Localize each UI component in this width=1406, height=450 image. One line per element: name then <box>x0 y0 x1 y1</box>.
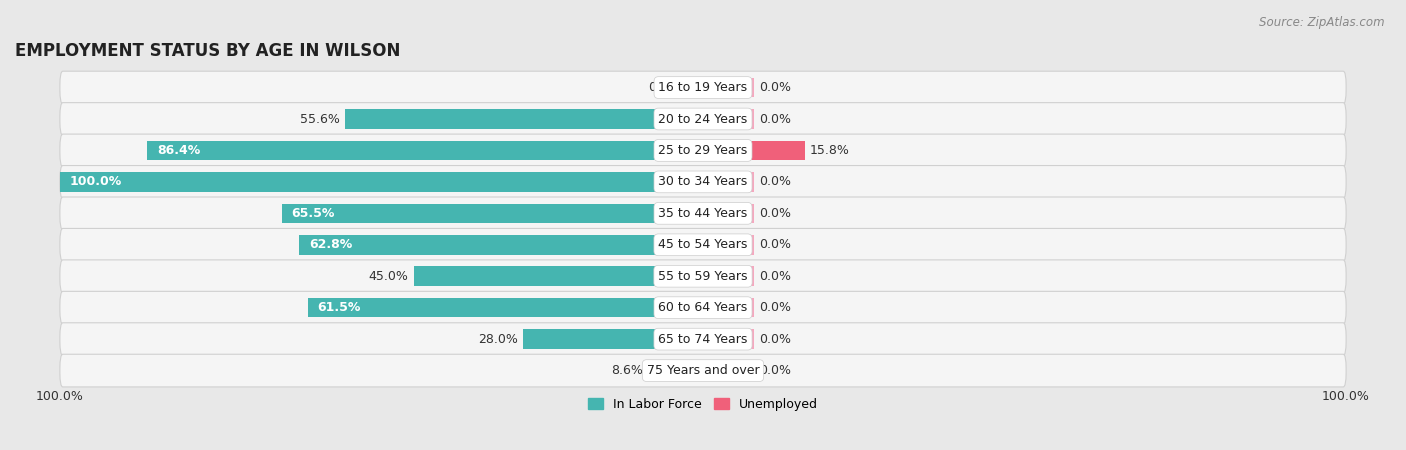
Text: 25 to 29 Years: 25 to 29 Years <box>658 144 748 157</box>
Text: 20 to 24 Years: 20 to 24 Years <box>658 112 748 126</box>
FancyBboxPatch shape <box>60 354 1346 387</box>
Text: 55.6%: 55.6% <box>301 112 340 126</box>
Text: 0.0%: 0.0% <box>759 81 792 94</box>
Bar <box>308 298 703 317</box>
Bar <box>703 235 755 255</box>
Text: 0.0%: 0.0% <box>759 112 792 126</box>
FancyBboxPatch shape <box>60 134 1346 167</box>
Text: 16 to 19 Years: 16 to 19 Years <box>658 81 748 94</box>
Bar <box>703 329 755 349</box>
Text: 65.5%: 65.5% <box>291 207 335 220</box>
Bar <box>703 266 755 286</box>
Text: 65 to 74 Years: 65 to 74 Years <box>658 333 748 346</box>
Text: 100.0%: 100.0% <box>37 390 84 403</box>
FancyBboxPatch shape <box>60 103 1346 135</box>
Bar <box>703 109 755 129</box>
Bar <box>299 235 703 255</box>
Text: 15.8%: 15.8% <box>810 144 849 157</box>
Text: Source: ZipAtlas.com: Source: ZipAtlas.com <box>1260 16 1385 29</box>
Text: 100.0%: 100.0% <box>70 176 122 189</box>
Bar <box>413 266 703 286</box>
Bar <box>60 172 703 192</box>
Text: 55 to 59 Years: 55 to 59 Years <box>658 270 748 283</box>
Text: 0.0%: 0.0% <box>759 333 792 346</box>
Text: 0.0%: 0.0% <box>759 301 792 314</box>
Bar <box>523 329 703 349</box>
Bar <box>703 298 755 317</box>
Text: 62.8%: 62.8% <box>309 238 352 251</box>
Text: 28.0%: 28.0% <box>478 333 517 346</box>
Bar <box>703 361 755 380</box>
Bar <box>703 172 755 192</box>
Bar <box>648 361 703 380</box>
Text: 100.0%: 100.0% <box>1322 390 1369 403</box>
Bar <box>683 78 703 97</box>
Text: 61.5%: 61.5% <box>318 301 360 314</box>
Text: 0.0%: 0.0% <box>759 176 792 189</box>
Text: 0.0%: 0.0% <box>759 364 792 377</box>
Text: 60 to 64 Years: 60 to 64 Years <box>658 301 748 314</box>
Text: 0.0%: 0.0% <box>759 207 792 220</box>
Text: 0.0%: 0.0% <box>648 81 681 94</box>
Bar <box>703 78 755 97</box>
Bar <box>346 109 703 129</box>
Text: 45.0%: 45.0% <box>368 270 409 283</box>
Text: EMPLOYMENT STATUS BY AGE IN WILSON: EMPLOYMENT STATUS BY AGE IN WILSON <box>15 42 401 60</box>
Legend: In Labor Force, Unemployed: In Labor Force, Unemployed <box>588 398 818 411</box>
Text: 8.6%: 8.6% <box>610 364 643 377</box>
FancyBboxPatch shape <box>60 71 1346 104</box>
Bar <box>281 203 703 223</box>
Text: 0.0%: 0.0% <box>759 270 792 283</box>
Text: 0.0%: 0.0% <box>759 238 792 251</box>
Text: 75 Years and over: 75 Years and over <box>647 364 759 377</box>
Text: 30 to 34 Years: 30 to 34 Years <box>658 176 748 189</box>
FancyBboxPatch shape <box>60 166 1346 198</box>
Text: 86.4%: 86.4% <box>157 144 200 157</box>
FancyBboxPatch shape <box>60 229 1346 261</box>
Bar <box>703 203 755 223</box>
FancyBboxPatch shape <box>60 291 1346 324</box>
FancyBboxPatch shape <box>60 197 1346 230</box>
Text: 45 to 54 Years: 45 to 54 Years <box>658 238 748 251</box>
Bar <box>703 141 804 160</box>
Bar <box>148 141 703 160</box>
FancyBboxPatch shape <box>60 260 1346 292</box>
FancyBboxPatch shape <box>60 323 1346 356</box>
Text: 35 to 44 Years: 35 to 44 Years <box>658 207 748 220</box>
